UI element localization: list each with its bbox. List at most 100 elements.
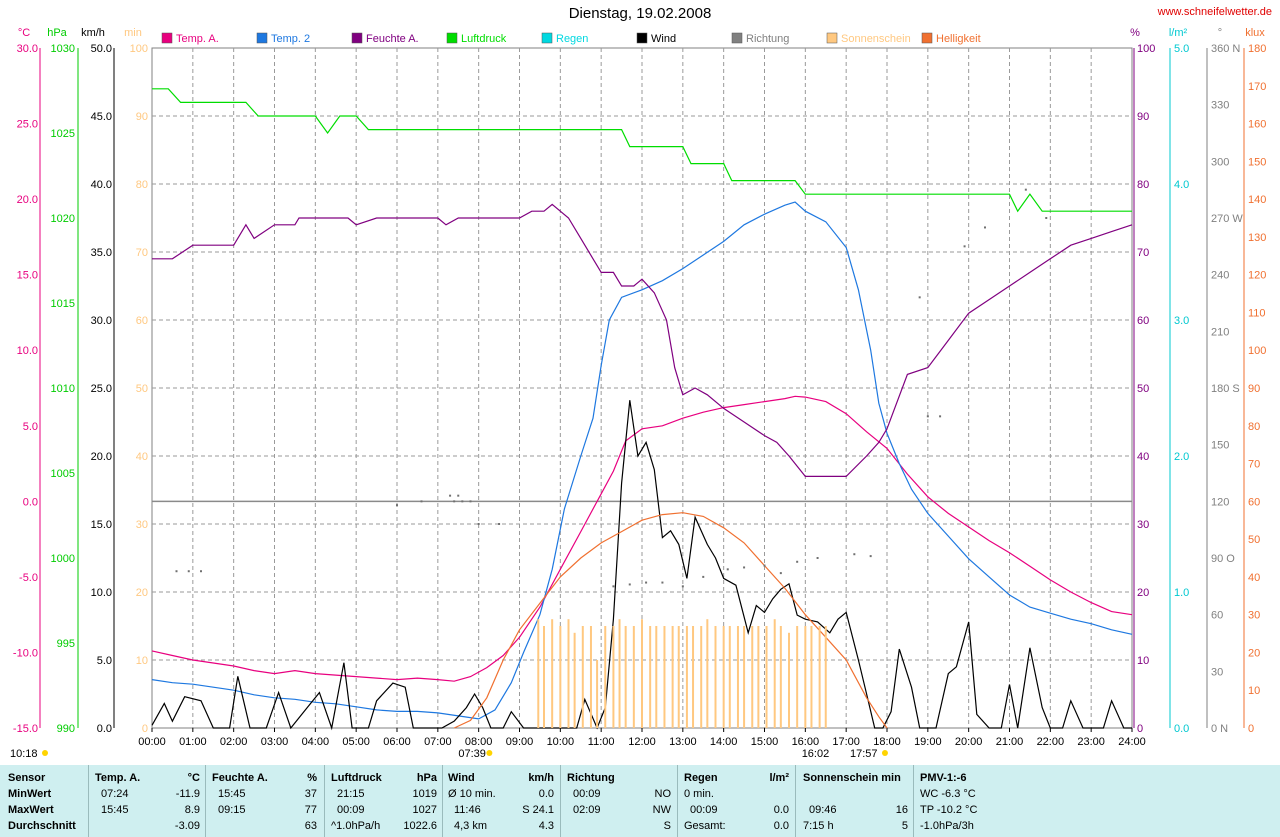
wind-tick-label: 35.0 bbox=[91, 247, 112, 259]
sunshine-bar bbox=[714, 626, 717, 728]
pmv-pressure-trend: -1.0hPa/3h bbox=[920, 820, 974, 832]
legend-swatch bbox=[161, 32, 173, 44]
temp-axis-unit: °C bbox=[18, 27, 30, 39]
pmv-column: PMV-1:-6 WC -6.3 °C TP -10.2 °C -1.0hPa/… bbox=[920, 770, 1030, 834]
rain-tick-label: 3.0 bbox=[1174, 315, 1189, 327]
wind-distance: 4,3 km bbox=[454, 820, 488, 832]
legend-label: Helligkeit bbox=[936, 33, 981, 45]
direction-point bbox=[612, 585, 615, 588]
pressure-min-value: 1019 bbox=[412, 788, 437, 800]
pressure-trend: ^1.0hPa/h bbox=[331, 820, 381, 832]
sunshine-bar bbox=[663, 626, 666, 728]
x-tick-label: 04:00 bbox=[302, 736, 330, 748]
x-tick-label: 10:00 bbox=[547, 736, 575, 748]
pressure-tick-label: 1015 bbox=[51, 298, 75, 310]
x-tick-label: 01:00 bbox=[179, 736, 207, 748]
site-link[interactable]: www.schneifelwetter.de bbox=[1157, 6, 1272, 18]
x-tick-label: 15:00 bbox=[751, 736, 779, 748]
x-tick-label: 17:00 bbox=[832, 736, 860, 748]
avg-label: Durchschnitt bbox=[8, 820, 76, 832]
direction-point bbox=[926, 415, 929, 418]
sun-tick-label: 60 bbox=[136, 315, 148, 327]
sun-icon bbox=[42, 750, 48, 756]
sun-tick-label: 50 bbox=[136, 383, 148, 395]
temp-tick-label: -10.0 bbox=[13, 647, 38, 659]
sunshine-bar bbox=[537, 619, 540, 728]
pressure-header: Luftdruck bbox=[331, 772, 382, 784]
temp-unit: °C bbox=[187, 772, 200, 784]
legend-label: Regen bbox=[556, 33, 588, 45]
temp-tick-label: 10.0 bbox=[17, 345, 38, 357]
direction-point bbox=[645, 581, 648, 584]
x-tick-label: 12:00 bbox=[628, 736, 656, 748]
direction-point bbox=[681, 585, 684, 588]
direction-point bbox=[1024, 188, 1027, 191]
rain-tick-label: 4.0 bbox=[1174, 179, 1189, 191]
rain-tick-label: 1.0 bbox=[1174, 587, 1189, 599]
lux-tick-label: 100 bbox=[1248, 345, 1266, 357]
sunshine-bar bbox=[810, 626, 813, 728]
x-tick-label: 07:00 bbox=[424, 736, 452, 748]
sunset-icon bbox=[881, 750, 888, 756]
x-tick-label: 14:00 bbox=[710, 736, 738, 748]
direction-point bbox=[461, 500, 464, 503]
wind-min-value: 0.0 bbox=[538, 788, 554, 800]
x-tick-label: 02:00 bbox=[220, 736, 248, 748]
humidity-min-value: 37 bbox=[304, 788, 317, 800]
direction-point bbox=[853, 553, 856, 556]
lux-tick-label: 20 bbox=[1248, 647, 1260, 659]
pressure-max-value: 1027 bbox=[412, 804, 437, 816]
sunshine-bar bbox=[751, 626, 754, 728]
pressure-min-time: 21:15 bbox=[337, 788, 365, 800]
humidity-tick-label: 50 bbox=[1137, 383, 1149, 395]
sunshine-avg-value: 5 bbox=[901, 820, 908, 832]
sensor-column: Sensor MinWert MaxWert Durchschnitt bbox=[8, 770, 88, 834]
humidity-max-time: 09:15 bbox=[218, 804, 246, 816]
feuchte-a--line bbox=[152, 203, 1133, 477]
sunshine-bar bbox=[641, 619, 643, 728]
direction-point bbox=[702, 575, 705, 578]
humidity-axis-unit: % bbox=[1130, 27, 1140, 39]
lux-tick-label: 130 bbox=[1248, 232, 1266, 244]
direction-point bbox=[939, 415, 942, 418]
sunshine-bar bbox=[722, 626, 725, 728]
sunshine-bar bbox=[692, 626, 695, 728]
wind-tick-label: 25.0 bbox=[91, 383, 112, 395]
sunshine-bar bbox=[779, 626, 782, 728]
lux-tick-label: 140 bbox=[1248, 194, 1266, 206]
direction-min-time: 00:09 bbox=[573, 788, 601, 800]
sun-tick-label: 30 bbox=[136, 519, 148, 531]
rain-header: Regen bbox=[684, 772, 718, 784]
sun-tick-label: 0 bbox=[142, 723, 148, 735]
wind-line bbox=[151, 400, 1132, 731]
x-tick-label: 05:00 bbox=[342, 736, 370, 748]
temp-tick-label: 15.0 bbox=[17, 270, 38, 282]
temp-max-time: 15:45 bbox=[101, 804, 129, 816]
direction-point bbox=[457, 494, 460, 497]
pressure-unit: hPa bbox=[416, 772, 437, 784]
weather-chart: 00:00 01:00 02:00 03:00 04:00 05:00 06:00 07:00… bbox=[10, 27, 1266, 760]
rain-tick-label: 0.0 bbox=[1174, 723, 1189, 735]
sunshine-bar bbox=[804, 626, 807, 728]
humidity-max-value: 77 bbox=[304, 804, 317, 816]
humidity-header: Feuchte A. bbox=[212, 772, 268, 784]
sun-tick-label: 10 bbox=[136, 655, 148, 667]
temp-max-value: 8.9 bbox=[184, 804, 200, 816]
lux-tick-label: 60 bbox=[1248, 496, 1260, 508]
legend-label: Feuchte A. bbox=[366, 33, 419, 45]
min-label: MinWert bbox=[8, 788, 52, 800]
direction-column: Richtung 00:09 NO 02:09 NW S bbox=[567, 770, 671, 834]
x-tick-label: 13:00 bbox=[669, 736, 697, 748]
humidity-tick-label: 90 bbox=[1137, 111, 1149, 123]
temp-2-line bbox=[151, 201, 1133, 720]
rain-total-value: 0.0 bbox=[773, 820, 789, 832]
wind-tick-label: 50.0 bbox=[91, 43, 112, 55]
helligkeit-line bbox=[453, 512, 888, 729]
sunset-time: 17:57 bbox=[850, 748, 878, 760]
sunshine-bar bbox=[796, 626, 799, 728]
wind-tick-label: 45.0 bbox=[91, 111, 112, 123]
sun-tick-label: 70 bbox=[136, 247, 148, 259]
rain-max-time: 00:09 bbox=[690, 804, 718, 816]
legend-label: Richtung bbox=[746, 33, 789, 45]
direction-point bbox=[187, 570, 190, 573]
